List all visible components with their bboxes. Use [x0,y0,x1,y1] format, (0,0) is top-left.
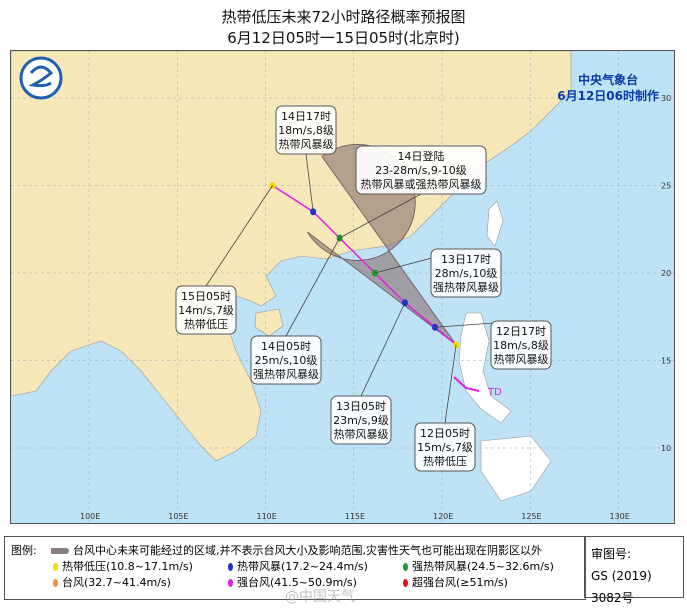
legend: 图例: 台风中心未来可能经过的区域,并不表示台风大小及影响范围,灾害性天气也可能… [4,536,586,600]
past-track [453,376,480,392]
callout-box [275,105,337,155]
agency-name: 中央气象台 [578,73,639,87]
map-title: 热带低压未来72小时路径概率预报图 [221,8,466,26]
cone-description: 台风中心未来可能经过的区域,并不表示台风大小及影响范围,灾害性天气也可能出现在阴… [73,544,542,557]
callout-time: 13日05时 [336,400,386,413]
callout-level: 热带低压 [184,318,228,331]
lon-label: 115E [345,512,365,521]
lat-label: 30 [661,94,671,103]
callout-wind: 25m/s,10级 [255,354,318,367]
approval-label: 审图号: [591,547,632,561]
callout-leader [305,153,314,212]
map-subtitle: 6月12日05时一15日05时(北京时) [227,29,460,47]
forecast-map: 100E 105E 110E 115E 120E 125E 130E 30 25 20 15 10 T… [10,50,675,524]
callout-leader [285,237,340,337]
callout-level: 热带风暴级 [494,353,549,366]
storm-label: TD [487,387,502,398]
legend-item-label: 热带风暴(17.2~24.4m/s) [237,560,368,573]
callout-box [355,145,487,195]
callout-wind: 15m/s,7级 [417,441,473,454]
lat-label: 15 [661,357,671,366]
approval-box: 审图号: GS (2019) 3082号 [584,536,684,605]
callout-level: 强热带风暴级 [433,281,499,294]
callout-time: 15日05时 [181,290,231,303]
callout-wind: 28m/s,10级 [435,267,498,280]
callout-level: 强热带风暴级 [253,368,319,381]
callout-wind: 18m/s,8级 [278,124,334,137]
lon-label: 105E [168,512,188,521]
probability-cone [307,144,457,346]
callout-level: 热带风暴级 [279,138,334,151]
legend-item: 热带低压(10.8~17.1m/s) [53,558,193,574]
callout-time: 13日17时 [441,253,491,266]
legend-item-label: 热带低压(10.8~17.1m/s) [62,560,193,573]
callout-level: 热带风暴级 [334,428,389,441]
callout-box [490,320,552,370]
lon-label: 100E [80,512,100,521]
agency-stamp: 中央气象台 6月12日06时制作 [557,72,659,104]
callout-time: 14日17时 [281,110,331,123]
callout-box [250,335,322,385]
callout-leader [360,302,406,397]
cone-swatch-icon [51,548,69,554]
lon-label: 130E [610,512,630,521]
callout-time: 12日05时 [420,427,470,440]
issue-time: 6月12日06时制作 [557,89,659,103]
intensity-dot-icon [228,563,233,571]
callout-wind: 23-28m/s,9-10级 [375,164,467,177]
intensity-dot-icon [53,563,58,571]
callout-wind: 23m/s,9级 [333,414,389,427]
legend-item: 热带风暴(17.2~24.4m/s) [228,558,368,574]
callout-wind: 14m/s,7级 [178,304,234,317]
callout-leader [339,193,422,239]
lon-label: 120E [433,512,453,521]
legend-item-label: 强台风(41.5~50.9m/s) [237,576,357,589]
legend-item-label: 超强台风(≥51m/s) [412,576,508,589]
lat-label: 25 [661,182,671,191]
callout-box [175,285,237,335]
callout-level: 热带风暴或强热带风暴级 [361,178,482,191]
watermark: @中国天气 [285,589,355,605]
callout-time: 14日05时 [261,340,311,353]
callout-time: 14日登陆 [398,149,445,163]
lat-label: 20 [661,269,671,278]
legend-item-label: 强热带风暴(24.5~32.6m/s) [412,560,554,573]
lon-label: 110E [257,512,277,521]
intensity-dot-icon [228,579,233,587]
callout-level: 热带低压 [423,455,467,468]
legend-item: 强热带风暴(24.5~32.6m/s) [403,558,554,574]
callout-box [430,248,502,298]
lon-label: 125E [521,512,541,521]
intensity-dot-icon [403,579,408,587]
legend-item: 台风(32.7~41.4m/s) [53,574,171,590]
land-philippines [458,312,552,502]
intensity-dot-icon [53,579,58,587]
callout-box [330,395,392,445]
legend-label: 图例: [11,544,37,557]
land-hainan [254,308,284,337]
callout-time: 12日17时 [496,325,546,338]
lat-label: 10 [661,444,671,453]
cma-logo [19,56,63,100]
land-taiwan [486,200,504,247]
callout-leader [205,185,273,287]
legend-item-label: 台风(32.7~41.4m/s) [62,576,171,589]
legend-item: 强台风(41.5~50.9m/s) [228,574,357,590]
callout-wind: 18m/s,8级 [493,339,549,352]
approval-number: GS (2019) 3082号 [591,569,652,605]
legend-item: 超强台风(≥51m/s) [403,574,508,590]
callout-leader [444,344,457,424]
intensity-dot-icon [403,563,408,571]
callout-box [414,422,476,472]
